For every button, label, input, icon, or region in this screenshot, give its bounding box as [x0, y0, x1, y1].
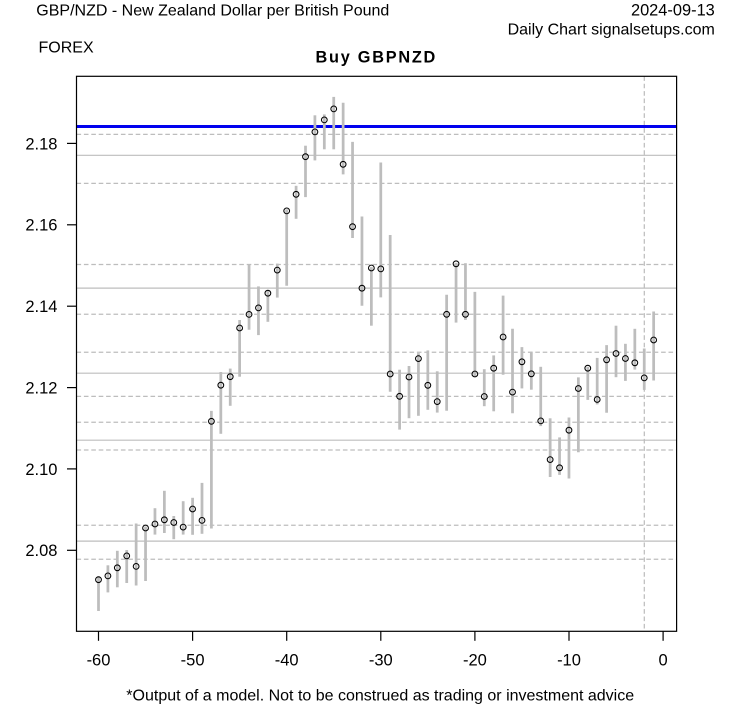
svg-text:-10: -10: [557, 652, 581, 670]
svg-text:2.10: 2.10: [25, 461, 57, 479]
svg-text:FOREX: FOREX: [39, 40, 94, 57]
svg-text:2.14: 2.14: [25, 298, 57, 316]
svg-text:0: 0: [659, 652, 668, 670]
svg-text:-30: -30: [369, 652, 393, 670]
svg-text:2.12: 2.12: [25, 380, 57, 398]
svg-text:-50: -50: [181, 652, 205, 670]
svg-text:GBP/NZD - New Zealand Dollar p: GBP/NZD - New Zealand Dollar per British…: [36, 3, 389, 20]
svg-text:*Output of a model. Not to be: *Output of a model. Not to be construed …: [126, 687, 634, 704]
svg-text:2.08: 2.08: [25, 542, 57, 560]
svg-text:2.16: 2.16: [25, 217, 57, 235]
svg-text:-40: -40: [275, 652, 299, 670]
svg-text:-60: -60: [87, 652, 111, 670]
svg-text:-20: -20: [463, 652, 487, 670]
svg-text:2024-09-13: 2024-09-13: [631, 2, 715, 20]
svg-text:Daily Chart signalsetups.com: Daily Chart signalsetups.com: [508, 21, 715, 38]
svg-text:2.18: 2.18: [25, 135, 57, 153]
svg-text:Buy GBPNZD: Buy GBPNZD: [316, 49, 438, 67]
